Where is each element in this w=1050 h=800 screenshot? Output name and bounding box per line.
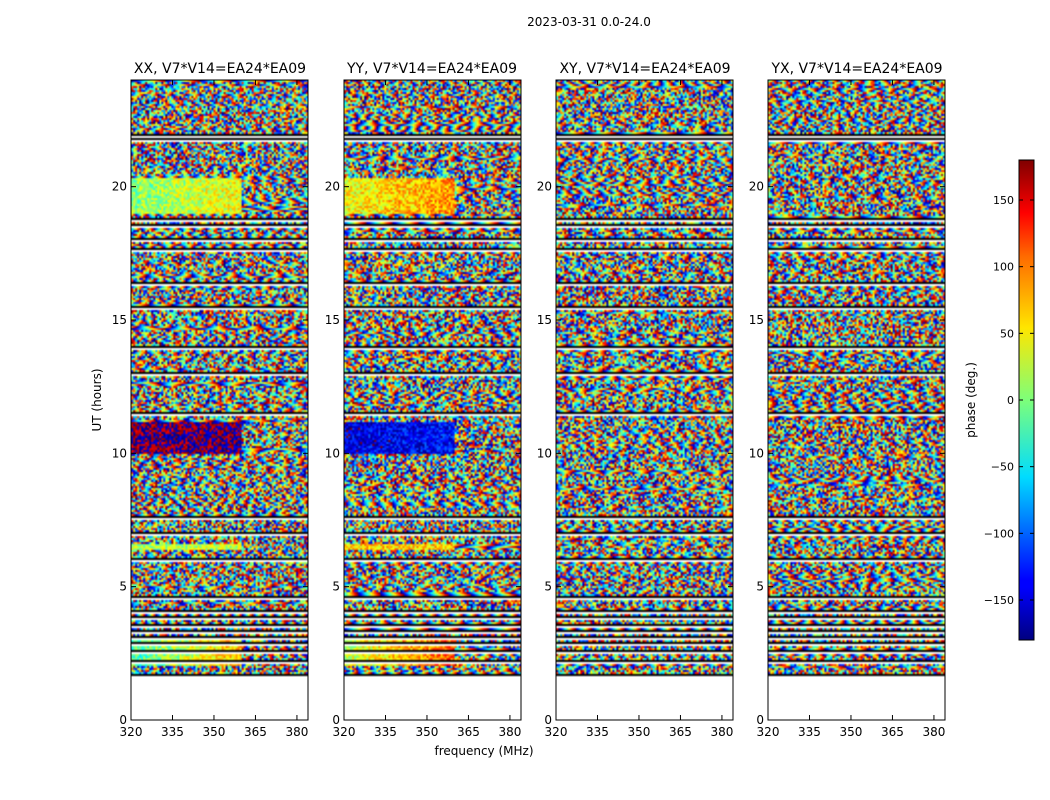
y-tick-label: 15: [325, 313, 340, 327]
panel-frame: [767, 79, 946, 721]
panel-yy: YY, V7*V14=EA24*EA09 320 335 350 365 380 0 5 1…: [325, 61, 522, 739]
colorbar: −150 −100 −50 0 50 100 150 phase (deg.): [964, 159, 1035, 641]
panel-title: YY, V7*V14=EA24*EA09: [346, 61, 517, 77]
y-tick-label: 5: [119, 580, 127, 594]
x-tick-label: 350: [203, 725, 226, 739]
x-axis-label: frequency (MHz): [434, 744, 533, 758]
y-tick-label: 5: [756, 580, 764, 594]
y-tick-label: 20: [537, 180, 552, 194]
panel-frame: [343, 79, 522, 721]
panel-title: XX, V7*V14=EA24*EA09: [134, 61, 306, 77]
colorbar-tick-label: 50: [1000, 327, 1014, 340]
panel-title: XY, V7*V14=EA24*EA09: [559, 61, 730, 77]
colorbar-tick-label: −50: [991, 461, 1014, 474]
y-tick-label: 10: [112, 446, 127, 460]
y-tick-label: 0: [544, 713, 552, 727]
x-tick-label: 320: [757, 725, 780, 739]
panel-yx: YX, V7*V14=EA24*EA09 320 335 350 365 380 0 5 1…: [749, 61, 946, 739]
y-tick-label: 10: [537, 446, 552, 460]
colorbar-label: phase (deg.): [964, 362, 978, 438]
panel-xx: XX, V7*V14=EA24*EA09 320 335 350 365 380 0 5 1…: [112, 61, 309, 739]
phase-heatmap: [344, 80, 521, 720]
x-tick-label: 350: [840, 725, 863, 739]
x-tick-label: 380: [710, 725, 733, 739]
y-tick-label: 15: [749, 313, 764, 327]
y-tick-label: 15: [112, 313, 127, 327]
x-tick-label: 350: [416, 725, 439, 739]
phase-heatmap: [131, 80, 308, 720]
x-tick-label: 320: [120, 725, 143, 739]
y-tick-label: 5: [544, 580, 552, 594]
y-tick-label: 20: [325, 180, 340, 194]
figure-suptitle: 2023-03-31 0.0-24.0: [527, 15, 651, 29]
y-tick-label: 0: [332, 713, 340, 727]
y-tick-label: 10: [325, 446, 340, 460]
x-tick-label: 335: [374, 725, 397, 739]
heatmap-image: [556, 80, 733, 720]
x-tick-label: 335: [798, 725, 821, 739]
panel-title: YX, V7*V14=EA24*EA09: [770, 61, 942, 77]
y-tick-label: 5: [332, 580, 340, 594]
x-tick-label: 380: [922, 725, 945, 739]
x-tick-label: 380: [498, 725, 521, 739]
colorbar-tick-label: −150: [984, 594, 1014, 607]
x-tick-label: 380: [285, 725, 308, 739]
panel-frame: [130, 79, 309, 721]
x-tick-label: 335: [586, 725, 609, 739]
y-axis-label: UT (hours): [90, 368, 104, 431]
y-tick-label: 10: [749, 446, 764, 460]
heatmap-image: [344, 80, 521, 720]
x-tick-label: 365: [881, 725, 904, 739]
x-tick-label: 335: [161, 725, 184, 739]
phase-heatmap: [556, 80, 733, 720]
x-tick-label: 320: [545, 725, 568, 739]
y-tick-label: 20: [749, 180, 764, 194]
x-tick-label: 365: [669, 725, 692, 739]
y-tick-label: 0: [119, 713, 127, 727]
y-tick-label: 20: [112, 180, 127, 194]
colorbar-tick-label: −100: [984, 527, 1014, 540]
x-tick-label: 365: [244, 725, 267, 739]
x-tick-label: 320: [333, 725, 356, 739]
phase-heatmap: [768, 80, 945, 720]
colorbar-tick-label: 0: [1007, 394, 1014, 407]
heatmap-image: [768, 80, 945, 720]
panel-xy: XY, V7*V14=EA24*EA09 320 335 350 365 380 0 5 1…: [537, 61, 734, 739]
heatmap-image: [131, 80, 308, 720]
colorbar-tick-label: 100: [993, 261, 1014, 274]
y-tick-label: 0: [756, 713, 764, 727]
x-tick-label: 365: [457, 725, 480, 739]
panel-frame: [555, 79, 734, 721]
y-tick-label: 15: [537, 313, 552, 327]
colorbar-tick-label: 150: [993, 194, 1014, 207]
x-tick-label: 350: [628, 725, 651, 739]
